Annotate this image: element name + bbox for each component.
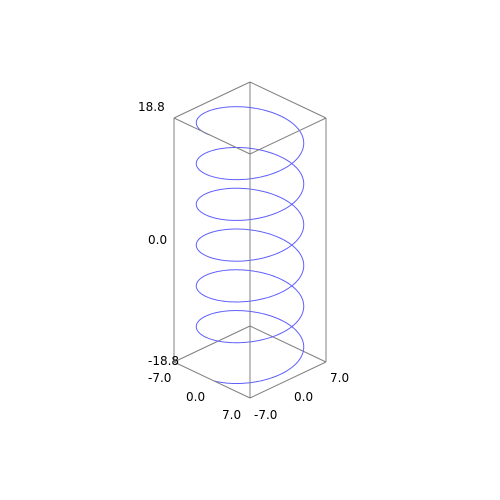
box-edge-top-right-back [249, 81, 327, 119]
box-edge-top-right-front [249, 117, 327, 155]
box-edge-bottom-right-front [249, 361, 327, 399]
z-tick-max: 18.8 [138, 100, 165, 114]
helix-curve [195, 106, 305, 385]
bounding-box-front [173, 81, 327, 399]
y-tick-max: 7.0 [330, 371, 349, 385]
y-tick-min: -7.0 [254, 408, 277, 422]
box-edge-top-left-back [173, 81, 251, 119]
z-tick-min: -18.8 [148, 354, 179, 368]
box-edge-back-bottom-left [173, 325, 251, 363]
tick-labels: 18.8 0.0 -18.8 -7.0 0.0 7.0 -7.0 0.0 7.0 [138, 100, 349, 422]
y-tick-mid: 0.0 [294, 390, 313, 404]
x-tick-mid: 0.0 [186, 390, 205, 404]
x-tick-max: 7.0 [222, 408, 241, 422]
box-edge-bottom-left-front [173, 361, 251, 399]
x-tick-min: -7.0 [148, 371, 171, 385]
helix-curve-layer [195, 106, 305, 385]
box-edge-back-bottom-right [249, 325, 327, 363]
box-edge-top-left-front [173, 117, 251, 155]
z-tick-mid: 0.0 [148, 233, 167, 247]
